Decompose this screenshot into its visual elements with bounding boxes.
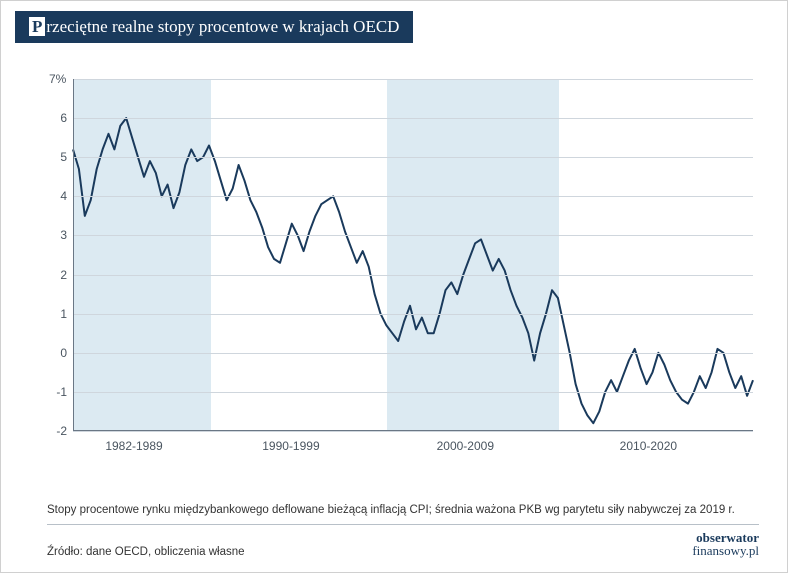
y-tick-label: -2 xyxy=(56,424,67,438)
gridline xyxy=(73,392,753,393)
x-axis xyxy=(73,430,753,431)
source-row: Źródło: dane OECD, obliczenia własne obs… xyxy=(47,524,759,558)
y-unit-label: 7% xyxy=(49,72,66,86)
chart-footer: Stopy procentowe rynku międzybankowego d… xyxy=(47,504,759,558)
gridline xyxy=(73,196,753,197)
y-tick-label: 2 xyxy=(60,268,67,282)
gridline xyxy=(73,157,753,158)
x-tick-label: 1982-1989 xyxy=(105,439,162,453)
y-tick-label: 0 xyxy=(60,346,67,360)
gridline xyxy=(73,79,753,80)
y-tick-label: 3 xyxy=(60,228,67,242)
title-text: rzeciętne realne stopy procentowe w kraj… xyxy=(46,17,399,36)
gridline xyxy=(73,431,753,432)
source-text: Źródło: dane OECD, obliczenia własne xyxy=(47,546,245,558)
plot-region: -2-101234567%1982-19891990-19992000-2009… xyxy=(73,79,753,431)
x-tick-label: 2010-2020 xyxy=(620,439,677,453)
gridline xyxy=(73,118,753,119)
chart-area: -2 -1 0 1 2 3 4 5 6 7% 1982-1989 1990-1999 2000-2009… xyxy=(47,61,759,461)
y-tick-label: 6 xyxy=(60,111,67,125)
chart-note: Stopy procentowe rynku międzybankowego d… xyxy=(47,504,759,524)
gridline xyxy=(73,314,753,315)
publisher-logo: obserwator finansowy.pl xyxy=(692,531,759,558)
y-tick-label: -1 xyxy=(56,385,67,399)
data-line xyxy=(73,79,753,431)
logo-line2: finansowy.pl xyxy=(692,543,759,558)
gridline xyxy=(73,275,753,276)
y-axis xyxy=(73,79,74,431)
x-tick-label: 2000-2009 xyxy=(437,439,494,453)
title-dropcap: P xyxy=(29,17,45,36)
x-tick-label: 1990-1999 xyxy=(262,439,319,453)
gridline xyxy=(73,353,753,354)
y-tick-label: 5 xyxy=(60,150,67,164)
y-tick-label: 4 xyxy=(60,189,67,203)
y-tick-label: 1 xyxy=(60,307,67,321)
chart-title: Przeciętne realne stopy procentowe w kra… xyxy=(15,11,413,43)
gridline xyxy=(73,235,753,236)
